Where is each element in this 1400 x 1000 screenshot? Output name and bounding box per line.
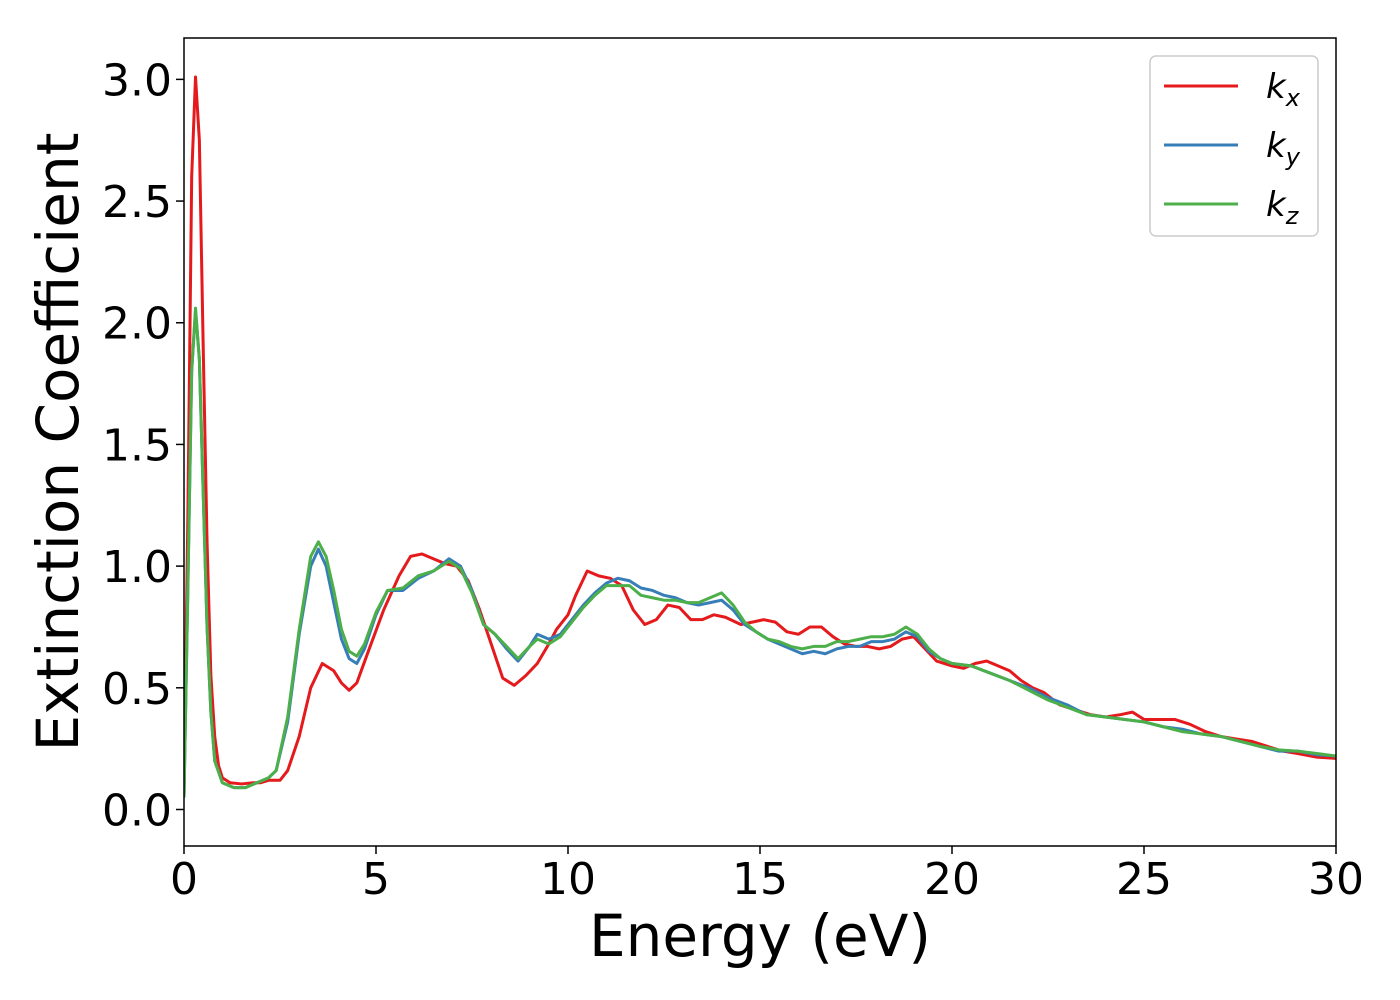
x-axis-title: Energy (eV) (589, 902, 931, 970)
y-axis-title: Extinction Coefficient (24, 133, 92, 752)
x-tick-label: 10 (540, 854, 596, 905)
y-tick-label: 1.0 (102, 542, 172, 593)
y-tick-label: 2.0 (102, 299, 172, 350)
y-tick-label: 2.5 (102, 177, 172, 228)
y-tick-label: 0.0 (102, 785, 172, 836)
y-axis: 0.0 0.5 1.0 1.5 2.0 2.5 3.0 (102, 55, 184, 836)
legend-label: ky (1266, 126, 1301, 171)
y-tick-label: 3.0 (102, 55, 172, 106)
series-line-kz (184, 306, 1336, 798)
x-tick-label: 0 (170, 854, 198, 905)
y-tick-label: 0.5 (102, 664, 172, 715)
series-layer (184, 75, 1336, 798)
x-axis: 0 5 10 15 20 25 30 (170, 846, 1364, 905)
legend: kx ky kz (1149, 55, 1319, 237)
x-tick-label: 15 (732, 854, 788, 905)
x-tick-label: 20 (924, 854, 980, 905)
x-tick-label: 30 (1308, 854, 1364, 905)
y-tick-label: 1.5 (102, 420, 172, 471)
series-line-ky (184, 309, 1336, 798)
legend-label: kz (1266, 185, 1300, 230)
x-tick-label: 25 (1116, 854, 1172, 905)
x-tick-label: 5 (362, 854, 390, 905)
legend-label: kx (1266, 67, 1301, 112)
